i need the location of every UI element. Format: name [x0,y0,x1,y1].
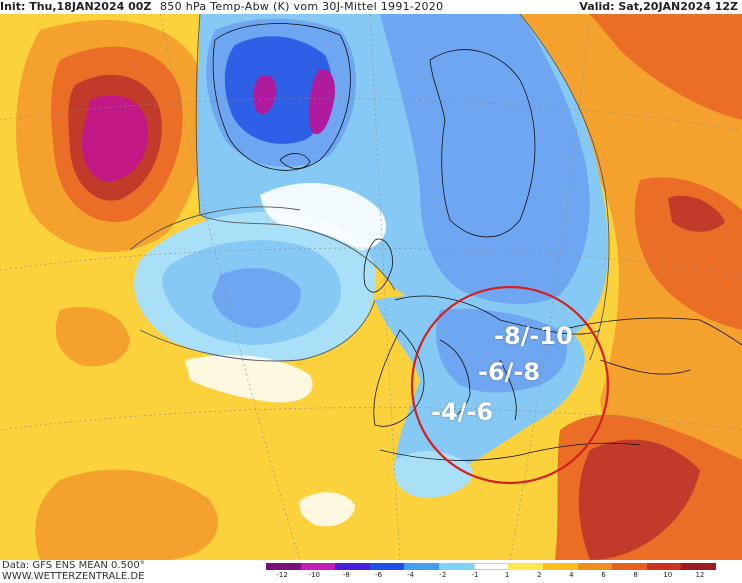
colder-greenland [224,36,333,144]
cold-zone-mediterranean-core [436,308,568,393]
legend-swatch [508,563,544,570]
coldest-greenland-b [308,69,336,135]
coldest-greenland-a [253,74,277,115]
legend-tick-label: -6 [375,571,382,579]
warm-zone-east [520,14,742,560]
legend-tick-label: 6 [601,571,606,579]
init-label: Init: [0,0,30,13]
legend-tick-label: -4 [407,571,415,579]
legend-tick-label: 2 [536,571,542,579]
zero-contours [129,13,610,362]
legend-tick-label: 10 [663,571,673,579]
legend-tick-label: 4 [569,571,574,579]
legend-tick-label: 1 [504,571,510,579]
legend-swatch [577,563,613,570]
legend-swatch [646,563,682,570]
map-title: 850 hPa Temp-Abw (K) vom 30J-Mittel 1991… [160,0,444,13]
data-source: Data: GFS ENS MEAN 0.500° [2,560,145,571]
valid-label: Valid: [579,0,619,13]
valid-value: Sat,20JAN2024 12Z [618,0,738,13]
legend-tick-label: -8 [342,571,350,579]
legend-swatch [335,563,371,570]
legend-tick-label: 8 [633,571,638,579]
hot-spot-east [668,195,725,232]
cold-zone-atlantic-deep [212,268,301,328]
warm-zone-southwest [35,469,218,560]
annotation-label-2: -6/-8 [478,358,541,386]
hot-spot-southeast [578,439,700,560]
annotation-label-1: -8/-10 [494,322,573,350]
hot-zone-northeast [590,14,742,120]
highlight-circle [410,285,610,485]
annotation-label-3: -4/-6 [431,398,494,426]
legend-swatch [266,563,302,570]
cold-zone-north-deep [380,14,590,305]
legend-tick-label: 12 [695,571,705,579]
init-time: Init: Thu,18JAN2024 00Z [0,0,151,14]
neutral-zone-3 [299,492,355,527]
legend-tick-label: -1 [471,571,479,579]
neutral-zone-2 [185,355,313,403]
init-value: Thu,18JAN2024 00Z [29,0,152,13]
neutral-zone-1 [260,183,387,250]
footer: Data: GFS ENS MEAN 0.500° WWW.WETTERZENT… [2,560,145,582]
legend-swatch [404,563,440,570]
coastlines [212,23,742,461]
legend-swatch [473,563,509,570]
legend-swatch [612,563,648,570]
legend-swatch [369,563,405,570]
legend-tick-label: -12 [276,571,288,579]
valid-time: Valid: Sat,20JAN2024 12Z [579,0,738,14]
magenta-spot-west [81,95,149,182]
legend-swatch [439,563,475,570]
legend-swatch [542,563,579,570]
warm-zone-mid-atlantic [55,306,130,367]
cold-zone-light-south [394,450,473,498]
legend-swatch [681,563,717,570]
color-legend: -12 -10 -8 -6 -4 -2 -1 1 2 4 6 8 10 12 [256,563,726,583]
legend-tick-label: -10 [308,571,320,579]
legend-swatch [300,563,336,570]
site-credit: WWW.WETTERZENTRALE.DE [2,571,145,582]
legend-tick-label: -2 [439,571,447,579]
